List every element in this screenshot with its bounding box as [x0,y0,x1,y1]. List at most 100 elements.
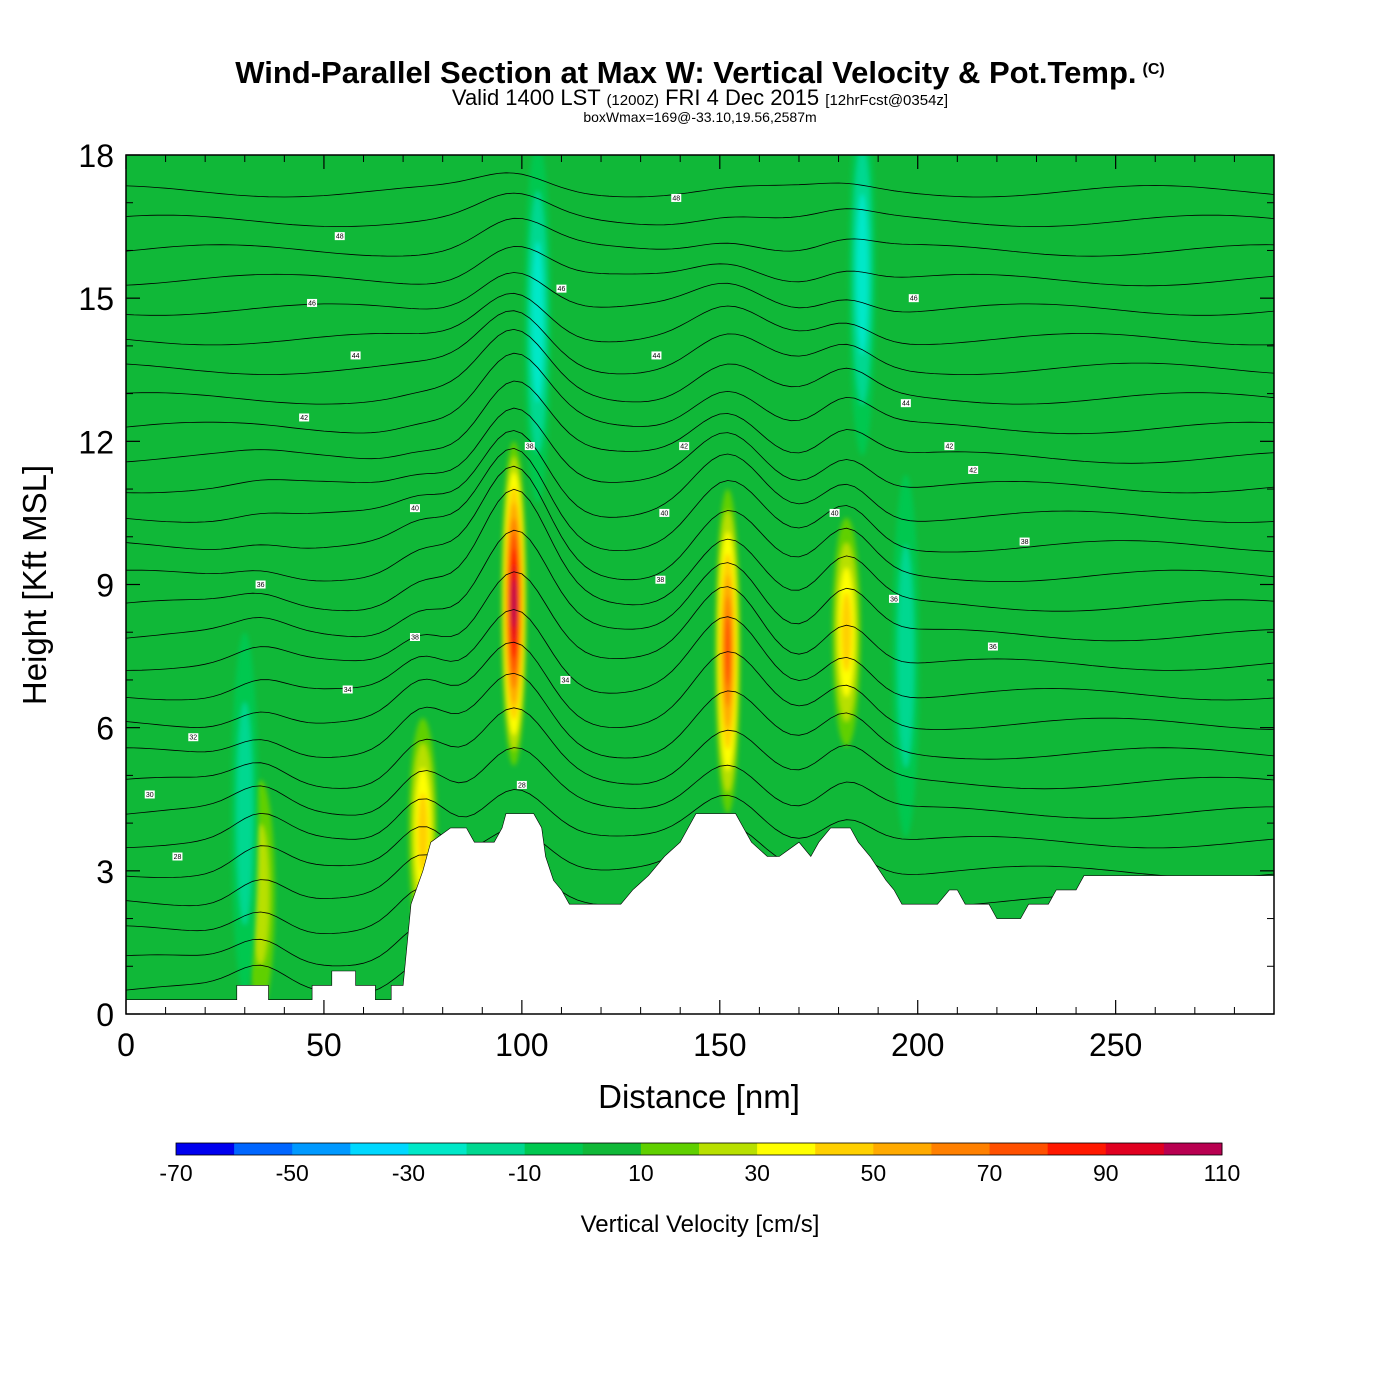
colorbar-swatch [1047,1143,1107,1155]
isentrope-line [126,310,1274,375]
isentrope-line [126,465,1274,582]
colorbar-label: 110 [1204,1160,1241,1186]
isentrope-label: 48 [671,193,682,202]
updraft-cell-0 [501,441,527,766]
isentrope-label-bg [350,351,361,360]
isentrope-label-text: 34 [344,687,352,694]
isentrope-label-text: 40 [831,510,839,517]
velocity-contour [841,592,852,673]
isentrope-label: 40 [829,508,840,517]
box-info: boxWmax=169@-33.10,19.56,2587m [583,109,817,125]
isentrope-label-text: 40 [660,510,668,517]
isentrope-label: 38 [409,632,420,641]
isentrope-label: 40 [409,504,420,513]
y-tick-label: 12 [78,424,114,460]
x-tick-label: 150 [693,1027,746,1063]
isentrope-line [126,328,1274,405]
isentrope-label: 36 [888,594,899,603]
isentrope-label: 40 [659,508,670,517]
velocity-contour [236,701,254,926]
colorbar-label: -50 [276,1160,309,1186]
isentrope-label-text: 28 [174,854,182,861]
x-tick-label: 50 [306,1027,342,1063]
isentrope-label: 46 [908,294,919,303]
isentrope-line [126,609,1274,701]
isentrope-label-bg [334,232,345,241]
isentrope-line [126,707,1274,790]
isentrope-label-text: 46 [558,286,566,293]
isentrope-label-bg [255,580,266,589]
isentrope-label-bg [172,852,183,861]
colorbar-swatch [757,1143,816,1155]
isentrope-label-text: 38 [411,634,419,641]
colorbar-label: 50 [861,1160,887,1186]
isentrope-line [126,529,1274,642]
isentrope-label: 46 [556,284,567,293]
isentrope-label-text: 46 [308,300,316,307]
isentrope-label: 38 [524,442,535,451]
isentrope-label-bg [908,294,919,303]
x-tick-label: 0 [117,1027,135,1063]
isentrope-line [126,352,1274,435]
isentrope-line [126,246,1274,287]
x-axis: 0 50 100 150 200 250 [117,155,1235,1063]
y-tick-label: 0 [96,997,114,1033]
isentrope-line [126,789,1274,849]
isentrope-label-text: 44 [902,401,910,408]
colorbar-swatch [524,1143,584,1155]
isentrope-label: 34 [560,675,571,684]
isentrope-label-bg [659,508,670,517]
isentrope-line [126,380,1274,464]
copyright-mark: (C) [1142,61,1165,78]
isentrope-label-text: 42 [680,444,688,451]
isentrope-label-text: 44 [352,353,360,360]
x-tick-label: 200 [891,1027,944,1063]
forecast-info: [12hrFcst@0354z] [825,92,949,109]
isentrope-label-text: 42 [969,467,977,474]
isentrope-label: 36 [255,580,266,589]
terrain-mask [126,813,1274,1014]
colorbar-swatch [1163,1143,1223,1155]
isentrope-label-text: 34 [562,677,570,684]
isentrope-label-bg [651,351,662,360]
isentrope-line [126,641,1274,730]
colorbar-frame [175,1142,1223,1156]
isentrope-label: 42 [299,413,310,422]
velocity-contour [511,579,517,629]
isentrope-line [126,672,1274,760]
valid-zulu: (1200Z) [606,92,659,109]
isentrope-line [126,192,1274,228]
x-tick-label: 250 [1089,1027,1142,1063]
isentrope-line [126,407,1274,494]
isentrope-label-bg [671,193,682,202]
colorbar-swatch [582,1143,642,1155]
chart-title: Wind-Parallel Section at Max W: Vertical… [0,52,1400,91]
isentrope-label: 28 [516,780,527,789]
isentrope-label-bg [679,442,690,451]
y-tick-label: 9 [96,568,114,604]
isentrope-line [126,571,1274,671]
isentrope-label: 28 [172,852,183,861]
valid-date: FRI 4 Dec 2015 [665,85,820,110]
isentrope-label-bg [900,399,911,408]
colorbar-swatch [989,1143,1049,1155]
isentrope-label-bg [888,594,899,603]
x-axis-title: Distance [nm] [598,1078,800,1115]
y-tick-label: 3 [96,854,114,890]
isentrope-label-bg [299,413,310,422]
downdraft-cell-3 [892,474,920,838]
isentrope-line [126,430,1274,523]
isentrope-label-text: 42 [300,415,308,422]
downdraft-cell-0 [524,155,552,504]
isentrope-label: 46 [307,298,318,307]
colorbar-label: 30 [744,1160,770,1186]
isentrope-label-text: 48 [336,234,344,241]
isentrope-line [126,292,1274,346]
isentrope-label-bg [524,442,535,451]
colorbar: -70 -50 -30 -10 10 30 50 70 90 110 [159,1142,1241,1186]
isentrope-label-bg [409,632,420,641]
colorbar-swatch [1105,1143,1165,1155]
isentrope-label-bg [1019,537,1030,546]
